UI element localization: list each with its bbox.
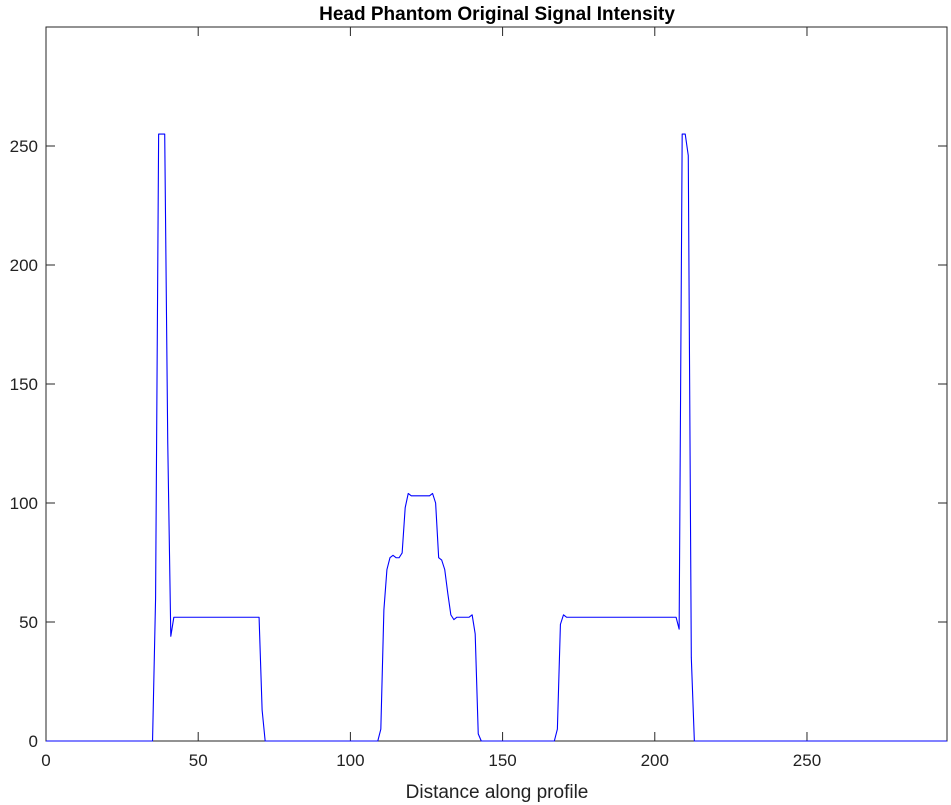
- x-tick-label: 200: [641, 751, 669, 770]
- series-line-profile: [46, 133, 947, 742]
- x-axis: 0 50 100 150 200 250: [41, 27, 821, 770]
- y-tick-label: 100: [10, 494, 38, 513]
- chart-title: Head Phantom Original Signal Intensity: [319, 4, 675, 25]
- x-tick-label: 250: [793, 751, 821, 770]
- x-axis-label: Distance along profile: [406, 782, 589, 803]
- plot-area: 0 50 100 150 200 250 0 50 100 150 200 250: [10, 26, 948, 770]
- x-tick-label: 150: [488, 751, 516, 770]
- y-tick-label: 250: [10, 137, 38, 156]
- y-tick-label: 50: [19, 613, 38, 632]
- x-tick-label: 50: [189, 751, 208, 770]
- y-tick-label: 0: [29, 732, 38, 751]
- y-tick-label: 150: [10, 375, 38, 394]
- x-tick-label: 0: [41, 751, 50, 770]
- y-tick-label: 200: [10, 256, 38, 275]
- x-tick-label: 100: [336, 751, 364, 770]
